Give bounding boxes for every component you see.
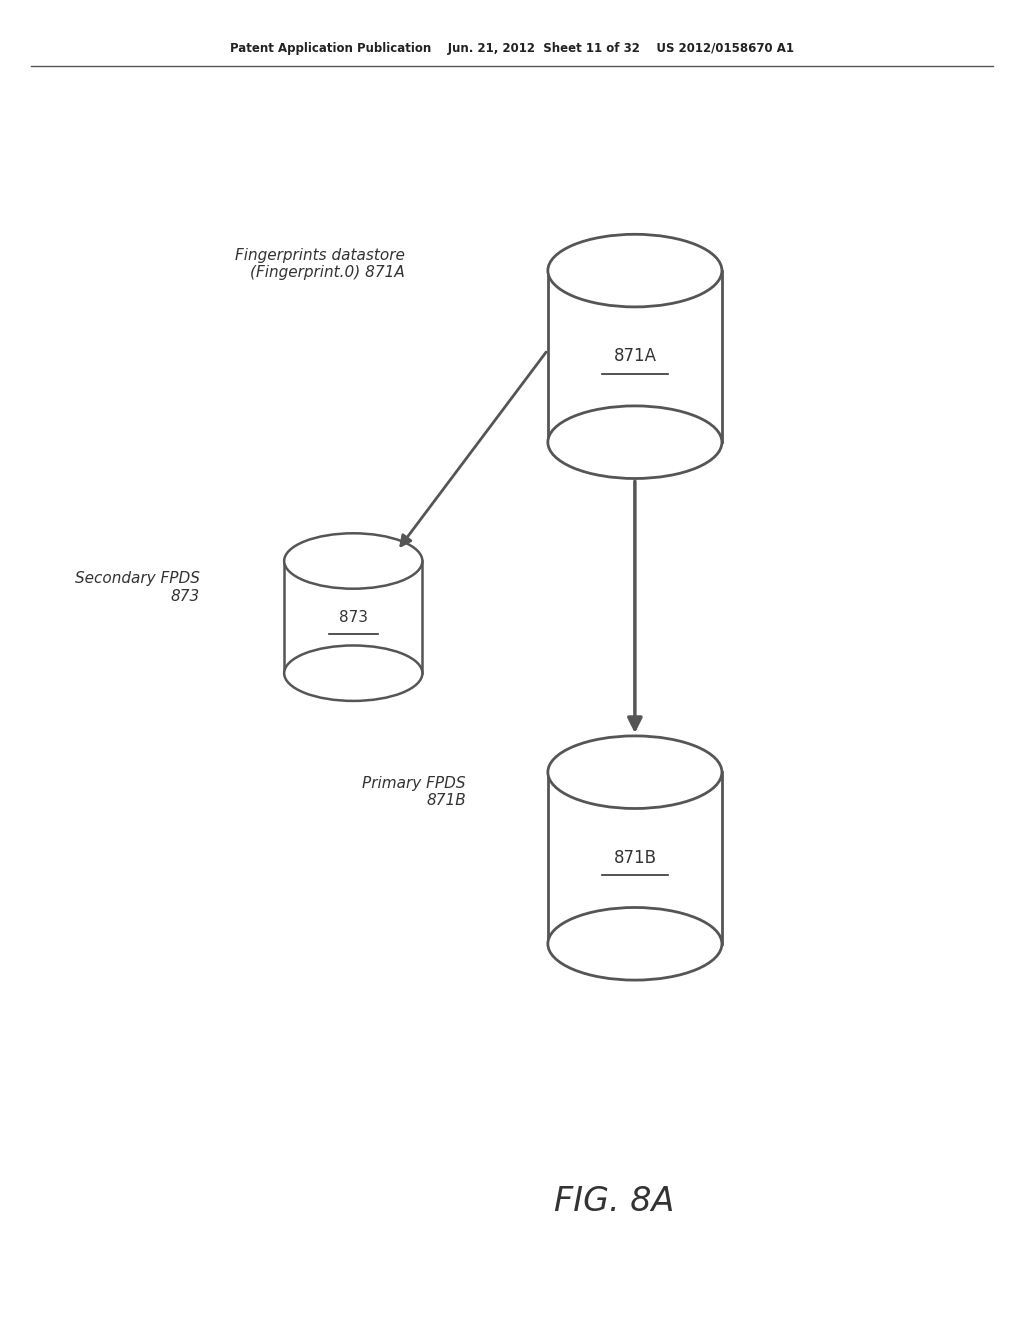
Ellipse shape xyxy=(548,908,722,979)
Bar xyxy=(284,561,422,673)
Ellipse shape xyxy=(284,645,423,701)
Text: 873: 873 xyxy=(339,610,368,624)
Ellipse shape xyxy=(548,737,722,808)
Bar xyxy=(548,271,722,442)
Text: FIG. 8A: FIG. 8A xyxy=(554,1185,675,1217)
Text: Patent Application Publication    Jun. 21, 2012  Sheet 11 of 32    US 2012/01586: Patent Application Publication Jun. 21, … xyxy=(230,42,794,55)
Bar xyxy=(548,772,722,944)
Ellipse shape xyxy=(284,533,423,589)
Ellipse shape xyxy=(548,235,722,306)
Text: Primary FPDS
871B: Primary FPDS 871B xyxy=(362,776,466,808)
Text: Secondary FPDS
873: Secondary FPDS 873 xyxy=(75,572,200,603)
Text: Fingerprints datastore
(Fingerprint.0) 871A: Fingerprints datastore (Fingerprint.0) 8… xyxy=(234,248,404,280)
Text: 871A: 871A xyxy=(613,347,656,366)
Text: 871B: 871B xyxy=(613,849,656,867)
Ellipse shape xyxy=(548,407,722,479)
